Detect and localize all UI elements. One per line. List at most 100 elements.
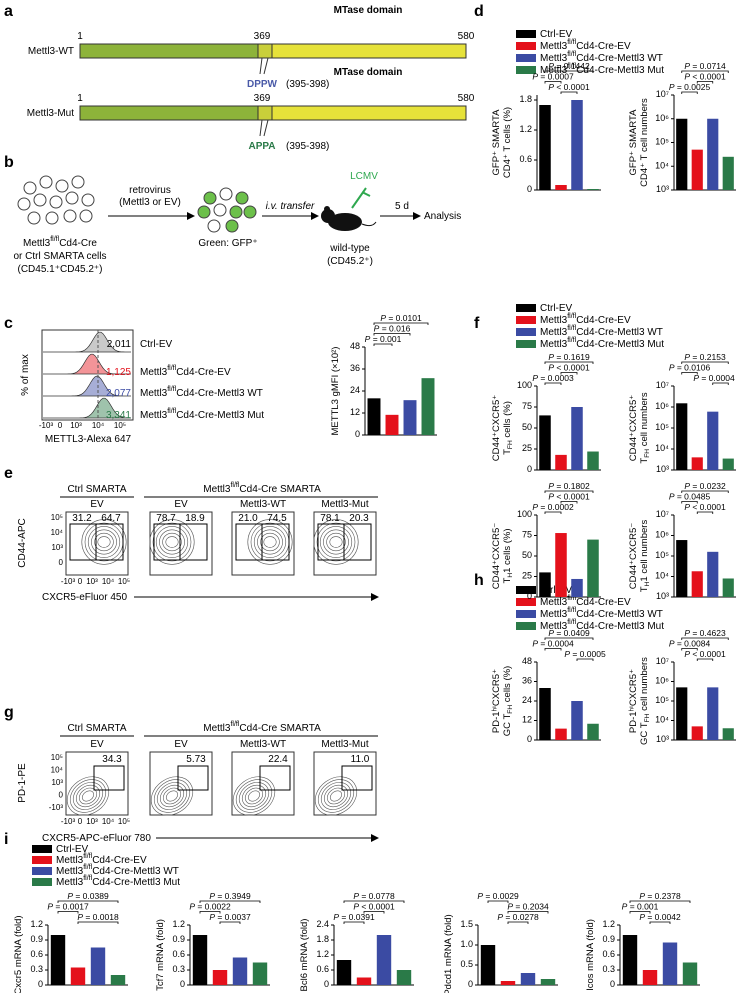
text-run: 10⁴ [92, 421, 105, 430]
text-run: P [532, 639, 538, 649]
text-run: fl/fl [567, 337, 576, 344]
text-run: = 0.2034 [513, 902, 549, 912]
text-run: fl/fl [567, 313, 576, 320]
group-header: Ctrl SMARTA [67, 484, 126, 495]
legend-swatch [516, 340, 536, 348]
contour [247, 519, 293, 565]
bracket [681, 648, 698, 651]
bar [480, 945, 496, 985]
bracket [560, 91, 578, 94]
text-run: Mettl3 [140, 388, 168, 399]
y-tick-label: 10⁶ [655, 113, 669, 123]
y-tick-label: 10³ [656, 464, 669, 474]
p-value: P = 0.016 [374, 324, 411, 334]
contour [165, 536, 179, 548]
position: 580 [458, 93, 475, 104]
text-run: = 0.2378 [645, 891, 681, 901]
bar [539, 688, 551, 740]
p-value: P = 0.2378 [639, 891, 681, 901]
contour [153, 779, 191, 813]
text-run: 580 [458, 31, 475, 42]
y-tick-label: 0 [355, 429, 360, 439]
bracket [712, 382, 729, 385]
bracket [696, 81, 714, 84]
text-run: = 0.0003 [538, 373, 574, 383]
y-tick-label: 0 [527, 464, 532, 474]
y-tick-label: 10⁷ [656, 380, 669, 390]
text-run: 50 [522, 550, 532, 560]
text-run: Cd4-Cre-EV [576, 41, 631, 52]
x-axis-label: METTL3-Alexa 647 [45, 434, 132, 445]
cell [49, 195, 63, 209]
cell [45, 211, 59, 225]
text-run: 10⁴ [51, 528, 64, 537]
contour [250, 522, 290, 562]
text-run: wild-type [329, 243, 370, 254]
text-run: EV [90, 739, 104, 750]
y-tick-label: 0 [180, 979, 185, 989]
p-value: P = 0.0025 [669, 82, 711, 92]
panel-a: MTase domain 1 369 580 Mettl3-WT DPPW (3… [27, 5, 475, 152]
cell [33, 193, 47, 207]
y-tick-label: 10⁶ [655, 530, 669, 540]
text-run: e [4, 465, 13, 482]
text-run: LCMV [350, 171, 378, 182]
text-run: 25 [522, 571, 532, 581]
gate [95, 523, 124, 561]
text-run: = 0.2153 [690, 352, 726, 362]
text-run: Mettl3-Mut [27, 108, 74, 119]
text-run: P [333, 912, 339, 922]
domain-bar [271, 43, 467, 59]
text-run: P [684, 61, 690, 71]
text-run: P [374, 324, 380, 334]
y-tick-label: 10⁴ [51, 528, 64, 537]
text-run: APPA [248, 141, 275, 152]
text-run: P [532, 373, 538, 383]
gate-value: 78.1 [320, 513, 340, 524]
bracket [544, 637, 594, 640]
contour [81, 519, 127, 565]
text-run: 10⁵ [114, 421, 126, 430]
bracket [544, 511, 562, 514]
x-tick-label: -10³ [39, 421, 54, 430]
p-value: P < 0.0001 [684, 72, 726, 82]
p-value: P = 0.0042 [639, 912, 681, 922]
column-label: Mettl3-WT [240, 739, 286, 750]
p-value: P = 0.0029 [477, 891, 519, 901]
text-run: = 0.001 [370, 334, 401, 344]
p-value: P = 0.0278 [497, 912, 539, 922]
y-axis-label: Cxcr5 mRNA (fold) [13, 915, 24, 993]
contour [235, 779, 273, 813]
y-tick-label: 0 [324, 979, 329, 989]
bar [691, 571, 703, 597]
legend-swatch [516, 316, 536, 324]
bar [539, 572, 551, 597]
text-run: 10⁵ [51, 513, 63, 522]
bracket [343, 921, 365, 924]
text-run: cells (%) [502, 401, 513, 440]
legend-swatch [516, 42, 536, 50]
text-run: = 0.0004 [699, 373, 735, 383]
text-run: P [365, 334, 371, 344]
text-run: fl/fl [567, 619, 576, 626]
text-run: 10⁷ [656, 656, 669, 666]
y-tick-label: 0.6 [172, 949, 185, 959]
gate-value: 78.7 [156, 513, 176, 524]
text-run: 2,077 [106, 388, 131, 399]
x-tick-label: 10³ [86, 817, 98, 826]
text-run: Cd4-Cre-Mettl3 Mut [576, 621, 664, 632]
bar [571, 701, 583, 740]
text-run: 10³ [86, 817, 98, 826]
bar [520, 973, 536, 985]
text-run: Mettl3 [540, 339, 568, 350]
text-run: Cd4-Cre-EV [176, 367, 231, 378]
text-run: = 0.3949 [215, 891, 251, 901]
p-value: P = 0.2153 [684, 352, 726, 362]
text-run: P [209, 891, 215, 901]
y-axis-label: CD4⁺ T cell numbers [639, 98, 650, 187]
text-run: = 0.1619 [554, 352, 590, 362]
bar [252, 962, 268, 985]
text-run: < 0.0001 [554, 363, 590, 373]
x-tick-label: 10⁵ [118, 577, 130, 586]
text-run: 10⁵ [51, 753, 63, 762]
